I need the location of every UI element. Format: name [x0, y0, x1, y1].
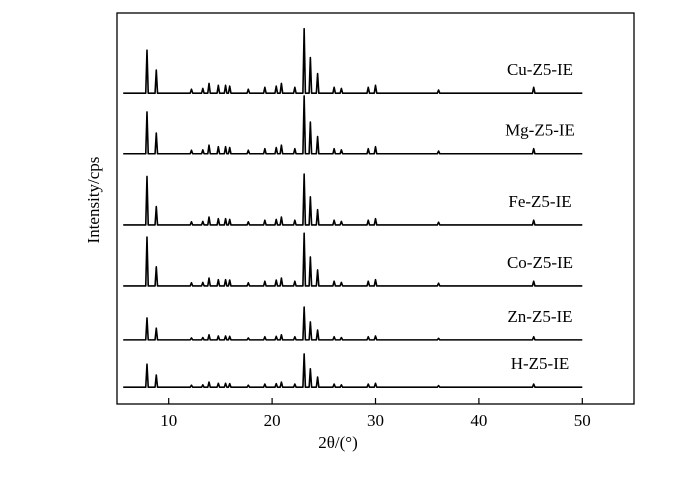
x-tick-label: 20	[264, 411, 281, 430]
xrd-pattern	[123, 27, 583, 94]
series-label: Cu-Z5-IE	[507, 60, 573, 79]
series-label: H-Z5-IE	[511, 354, 570, 373]
xrd-pattern	[123, 232, 583, 287]
xrd-pattern	[123, 353, 583, 388]
x-tick-label: 40	[470, 411, 487, 430]
x-tick-label: 50	[574, 411, 591, 430]
xrd-pattern	[123, 306, 583, 341]
xrd-pattern	[123, 95, 583, 155]
x-tick-label: 30	[367, 411, 384, 430]
x-axis-label: 2θ/(°)	[318, 433, 358, 452]
series-label: Co-Z5-IE	[507, 253, 573, 272]
xrd-pattern	[123, 173, 583, 226]
series-label: Fe-Z5-IE	[508, 192, 571, 211]
y-axis-label: Intensity/cps	[84, 157, 103, 244]
series-label: Mg-Z5-IE	[505, 121, 575, 140]
series-label: Zn-Z5-IE	[507, 307, 572, 326]
x-tick-label: 10	[160, 411, 177, 430]
